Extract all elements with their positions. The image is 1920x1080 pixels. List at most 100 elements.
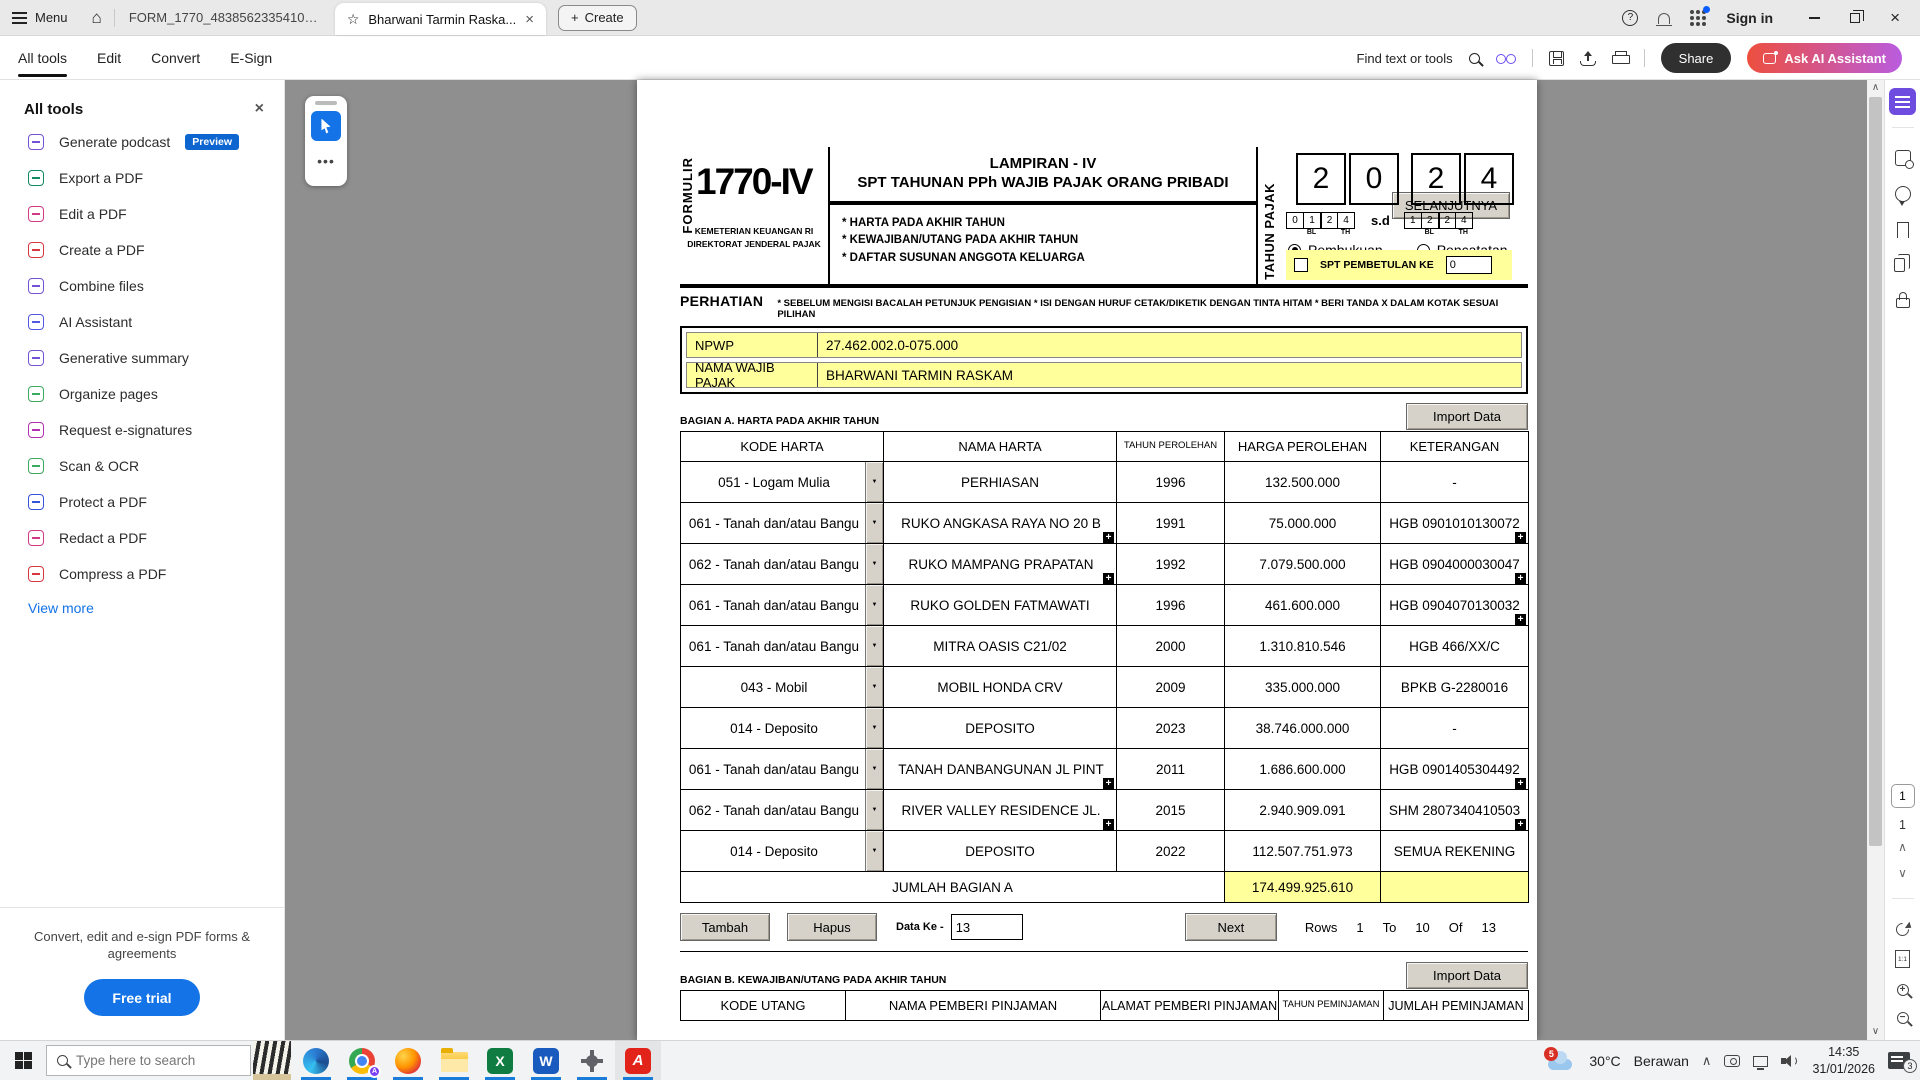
refresh-icon[interactable] [1893, 920, 1912, 939]
keterangan-cell[interactable]: - [1380, 707, 1529, 749]
period-box[interactable]: 4 [1337, 212, 1355, 229]
expand-plus-icon[interactable]: + [1515, 573, 1526, 584]
kode-harta-dropdown[interactable]: ▼ [865, 667, 883, 707]
kode-harta-dropdown[interactable]: ▼ [865, 544, 883, 584]
year-digit-box[interactable]: 2 [1411, 153, 1461, 205]
sidebar-item-edit-a-pdf[interactable]: Edit a PDF [0, 196, 284, 232]
harga-perolehan-cell[interactable]: 112.507.751.973 [1224, 830, 1381, 872]
harga-perolehan-cell[interactable]: 2.940.909.091 [1224, 789, 1381, 831]
expand-plus-icon[interactable]: + [1515, 614, 1526, 625]
tahun-perolehan-cell[interactable]: 2023 [1116, 707, 1225, 749]
restore-button[interactable] [1850, 9, 1865, 23]
search-icon[interactable] [1468, 52, 1480, 64]
page-up-icon[interactable]: ∧ [1898, 840, 1907, 854]
document-scrollbar[interactable]: ∧ ∨ [1867, 80, 1884, 1040]
period-box[interactable]: 2 [1420, 212, 1439, 229]
harga-perolehan-cell[interactable]: 132.500.000 [1224, 461, 1381, 503]
tahun-perolehan-cell[interactable]: 2022 [1116, 830, 1225, 872]
sidebar-item-scan-ocr[interactable]: Scan & OCR [0, 448, 284, 484]
weather-text[interactable]: Berawan [1633, 1052, 1689, 1069]
zebra-image[interactable] [253, 1041, 291, 1080]
harga-perolehan-cell[interactable]: 335.000.000 [1224, 666, 1381, 708]
pembetulan-checkbox[interactable] [1294, 258, 1308, 272]
period-box[interactable]: 2 [1437, 212, 1456, 229]
harga-perolehan-cell[interactable]: 461.600.000 [1224, 584, 1381, 626]
hapus-button[interactable]: Hapus [787, 913, 877, 941]
keterangan-cell[interactable]: BPKB G-2280016 [1380, 666, 1529, 708]
ask-ai-assistant-button[interactable]: Ask AI Assistant [1747, 43, 1902, 73]
kode-harta-dropdown[interactable]: ▼ [865, 831, 883, 871]
search-document-icon[interactable] [1894, 150, 1914, 169]
nama-harta-cell[interactable]: DEPOSITO [883, 707, 1117, 749]
volume-icon[interactable] [1781, 1054, 1799, 1068]
free-trial-button[interactable]: Free trial [84, 979, 200, 1016]
nav-esign[interactable]: E-Sign [230, 50, 273, 66]
nama-harta-cell[interactable]: RUKO ANGKASA RAYA NO 20 B + [883, 502, 1117, 544]
find-text-label[interactable]: Find text or tools [1356, 50, 1453, 66]
nav-edit[interactable]: Edit [97, 50, 122, 66]
home-button[interactable]: ⌂ [80, 0, 114, 35]
year-digit-box[interactable]: 2 [1296, 153, 1346, 205]
tahun-perolehan-cell[interactable]: 2009 [1116, 666, 1225, 708]
kode-harta-dropdown[interactable]: ▼ [865, 790, 883, 830]
period-box[interactable]: 2 [1320, 212, 1338, 229]
kode-harta-dropdown[interactable]: ▼ [865, 503, 883, 543]
keterangan-cell[interactable]: HGB 0901405304492 + [1380, 748, 1529, 790]
kode-harta-cell[interactable]: 014 - Deposito ▼ [680, 830, 884, 872]
kode-harta-dropdown[interactable]: ▼ [865, 626, 883, 666]
tahun-perolehan-cell[interactable]: 2000 [1116, 625, 1225, 667]
import-data-button-a[interactable]: Import Data [1406, 403, 1528, 430]
import-data-button-b[interactable]: Import Data [1406, 962, 1528, 989]
npwp-value[interactable]: 27.462.002.0-075.000 [817, 333, 1521, 357]
keterangan-cell[interactable]: SEMUA REKENING [1380, 830, 1529, 872]
expand-plus-icon[interactable]: + [1103, 778, 1114, 789]
kode-harta-cell[interactable]: 061 - Tanah dan/atau Bangu ▼ [680, 748, 884, 790]
sidebar-item-compress-a-pdf[interactable]: Compress a PDF [0, 556, 284, 592]
keterangan-cell[interactable]: - [1380, 461, 1529, 503]
zoom-out-icon[interactable]: − [1896, 1012, 1909, 1024]
taskbar-search-input[interactable] [76, 1053, 226, 1068]
taskbar-excel[interactable]: X [477, 1041, 523, 1080]
sidebar-item-create-a-pdf[interactable]: Create a PDF [0, 232, 284, 268]
kode-harta-cell[interactable]: 061 - Tanah dan/atau Bangu ▼ [680, 625, 884, 667]
period-box[interactable]: 0 [1286, 212, 1304, 229]
tray-chevron-icon[interactable]: ∧ [1701, 1052, 1712, 1068]
generative-summary-icon[interactable] [1889, 88, 1916, 115]
expand-plus-icon[interactable]: + [1515, 532, 1526, 543]
kode-harta-dropdown[interactable]: ▼ [865, 462, 883, 502]
taskbar-chrome[interactable]: A [339, 1041, 385, 1080]
kode-harta-dropdown[interactable]: ▼ [865, 749, 883, 789]
harga-perolehan-cell[interactable]: 38.746.000.000 [1224, 707, 1381, 749]
pembetulan-input[interactable] [1445, 256, 1492, 274]
kode-harta-dropdown[interactable]: ▼ [865, 585, 883, 625]
menu-button[interactable]: Menu [0, 0, 80, 35]
help-icon[interactable]: ? [1622, 9, 1639, 26]
taskbar-settings[interactable] [569, 1041, 615, 1080]
sidebar-item-redact-a-pdf[interactable]: Redact a PDF [0, 520, 284, 556]
sidebar-item-request-e-signatures[interactable]: Request e-signatures [0, 412, 284, 448]
network-icon[interactable] [1753, 1055, 1769, 1070]
harga-perolehan-cell[interactable]: 75.000.000 [1224, 502, 1381, 544]
share-button[interactable]: Share [1660, 43, 1732, 73]
keterangan-cell[interactable]: SHM 2807340410503 + [1380, 789, 1529, 831]
view-more-link[interactable]: View more [28, 600, 94, 616]
kode-harta-cell[interactable]: 062 - Tanah dan/atau Bangu ▼ [680, 789, 884, 831]
weather-temp[interactable]: 30°C [1589, 1052, 1621, 1069]
tab-bharwani-active[interactable]: ☆ Bharwani Tarmin Raska... × [334, 3, 547, 35]
year-digit-box[interactable]: 0 [1349, 153, 1399, 205]
bookmark-icon[interactable] [1896, 222, 1909, 240]
tab-close-icon[interactable]: × [525, 10, 535, 28]
tahun-perolehan-cell[interactable]: 1992 [1116, 543, 1225, 585]
create-button[interactable]: + Create [558, 4, 637, 31]
sidebar-item-ai-assistant[interactable]: AI Assistant [0, 304, 284, 340]
nav-convert[interactable]: Convert [151, 50, 201, 66]
scroll-up-icon[interactable]: ∧ [1871, 82, 1880, 93]
comment-icon[interactable] [1894, 186, 1911, 206]
nama-harta-cell[interactable]: MOBIL HONDA CRV [883, 666, 1117, 708]
kode-harta-cell[interactable]: 061 - Tanah dan/atau Bangu ▼ [680, 502, 884, 544]
tahun-perolehan-cell[interactable]: 2015 [1116, 789, 1225, 831]
keterangan-cell[interactable]: HGB 0904070130032 + [1380, 584, 1529, 626]
select-tool-button[interactable] [311, 111, 341, 141]
harga-perolehan-cell[interactable]: 7.079.500.000 [1224, 543, 1381, 585]
harga-perolehan-cell[interactable]: 1.686.600.000 [1224, 748, 1381, 790]
